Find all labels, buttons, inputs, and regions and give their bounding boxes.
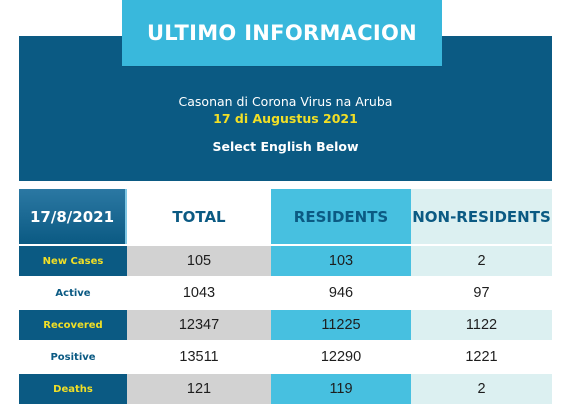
row-label: Active [19,278,127,308]
table-row: New Cases 105 103 2 [19,246,552,278]
row-label: Positive [19,342,127,372]
non-residents-value: 1122 [411,310,552,340]
table-row: Active 1043 946 97 [19,278,552,310]
table-row: Recovered 12347 11225 1122 [19,310,552,342]
non-residents-value: 2 [411,246,552,276]
page-title-tab: ULTIMO INFORMACION [122,0,442,66]
residents-value: 946 [271,278,411,308]
non-residents-value: 97 [411,278,552,308]
non-residents-value: 2 [411,374,552,404]
residents-value: 11225 [271,310,411,340]
header-non-residents: NON-RESIDENTS [411,189,552,244]
table-row: Deaths 121 119 2 [19,374,552,404]
covid-stats-table: 17/8/2021 TOTAL RESIDENTS NON-RESIDENTS … [19,189,552,404]
banner-subtitle: Casonan di Corona Virus na Aruba [178,94,393,109]
row-label: New Cases [19,246,127,276]
total-value: 1043 [127,278,271,308]
table-row: Positive 13511 12290 1221 [19,342,552,374]
row-label: Deaths [19,374,127,404]
residents-value: 119 [271,374,411,404]
total-value: 121 [127,374,271,404]
table-header-row: 17/8/2021 TOTAL RESIDENTS NON-RESIDENTS [19,189,552,246]
residents-value: 12290 [271,342,411,372]
header-residents: RESIDENTS [271,189,411,244]
total-value: 105 [127,246,271,276]
non-residents-value: 1221 [411,342,552,372]
header-date: 17/8/2021 [19,189,127,244]
header-total: TOTAL [127,189,271,244]
banner-date: 17 di Augustus 2021 [213,111,358,126]
page-title: ULTIMO INFORMACION [146,21,418,45]
total-value: 13511 [127,342,271,372]
total-value: 12347 [127,310,271,340]
row-label: Recovered [19,310,127,340]
residents-value: 103 [271,246,411,276]
select-english-note: Select English Below [212,139,359,154]
